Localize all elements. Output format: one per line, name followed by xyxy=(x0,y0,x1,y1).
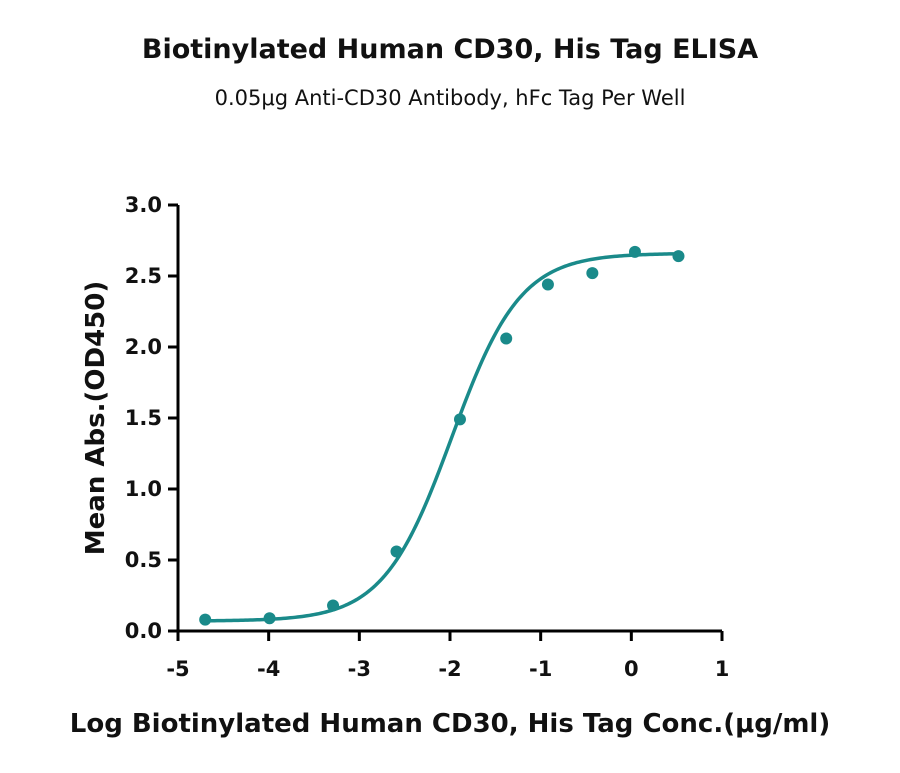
data-point xyxy=(263,612,276,625)
y-tick-label: 0.0 xyxy=(125,619,162,643)
data-point xyxy=(628,245,641,258)
fit-curve xyxy=(205,252,679,623)
x-tick-label: 0 xyxy=(624,657,639,681)
x-tick-label: -3 xyxy=(348,657,371,681)
x-axis-title: Log Biotinylated Human CD30, His Tag Con… xyxy=(70,709,830,739)
data-point xyxy=(199,613,212,626)
x-tick-label: -2 xyxy=(438,657,461,681)
data-point xyxy=(453,413,466,426)
data-point xyxy=(500,332,513,345)
y-axis-title: Mean Abs.(OD450) xyxy=(81,281,111,555)
data-point xyxy=(541,278,554,291)
x-tick-label: 1 xyxy=(715,657,730,681)
y-tick-label: 3.0 xyxy=(125,193,162,217)
x-tick-label: -1 xyxy=(529,657,552,681)
y-tick-label: 1.0 xyxy=(125,477,162,501)
data-point xyxy=(327,599,340,612)
data-point xyxy=(390,545,403,558)
y-tick-label: 1.5 xyxy=(125,406,162,430)
data-point xyxy=(672,250,685,263)
x-tick-label: -4 xyxy=(257,657,280,681)
y-tick-label: 2.0 xyxy=(125,335,162,359)
y-tick-label: 2.5 xyxy=(125,264,162,288)
data-point xyxy=(586,267,599,280)
x-tick-label: -5 xyxy=(166,657,189,681)
chart-title: Biotinylated Human CD30, His Tag ELISA xyxy=(141,34,759,65)
y-tick-label: 0.5 xyxy=(125,548,162,572)
chart-subtitle: 0.05μg Anti-CD30 Antibody, hFc Tag Per W… xyxy=(214,86,686,110)
